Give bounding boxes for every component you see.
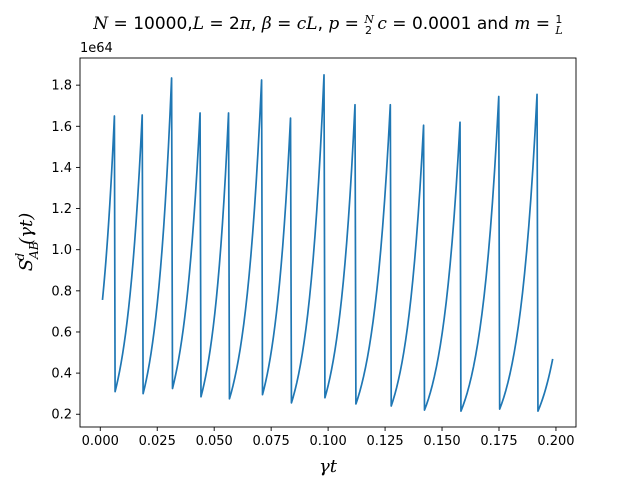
x-tick-label: 0.000 (82, 434, 119, 449)
y-tick-label: 0.2 (51, 408, 72, 423)
x-tick-label: 0.150 (423, 434, 460, 449)
x-tick-label: 0.125 (366, 434, 403, 449)
y-axis-label: SABd(γt) (13, 213, 41, 272)
y-tick-label: 1.8 (51, 79, 72, 94)
y-tick-label: 0.8 (51, 284, 72, 299)
x-axis-ticks: 0.000 0.025 0.050 0.075 0.100 0.125 0.150 0.175… (82, 427, 575, 449)
x-tick-label: 0.050 (196, 434, 233, 449)
plot-area-frame (79, 57, 577, 428)
x-tick-label: 0.100 (310, 434, 347, 449)
x-tick-label: 0.175 (480, 434, 517, 449)
x-tick-label: 0.025 (139, 434, 176, 449)
y-tick-label: 1.6 (51, 120, 72, 135)
x-tick-label: 0.200 (537, 434, 574, 449)
y-tick-label: 0.4 (51, 367, 72, 382)
y-tick-label: 1.4 (51, 161, 72, 176)
y-offset-label: 1e64 (80, 41, 113, 56)
x-axis-label: γt (319, 456, 338, 477)
x-tick-label: 0.075 (253, 434, 290, 449)
y-axis-ticks: 0.2 0.4 0.6 0.8 1.0 1.2 1.4 1.6 1.8 (51, 79, 80, 423)
y-tick-label: 0.6 (51, 325, 72, 340)
y-tick-label: 1.0 (51, 243, 72, 258)
y-tick-label: 1.2 (51, 202, 72, 217)
series-line (101, 74, 554, 413)
